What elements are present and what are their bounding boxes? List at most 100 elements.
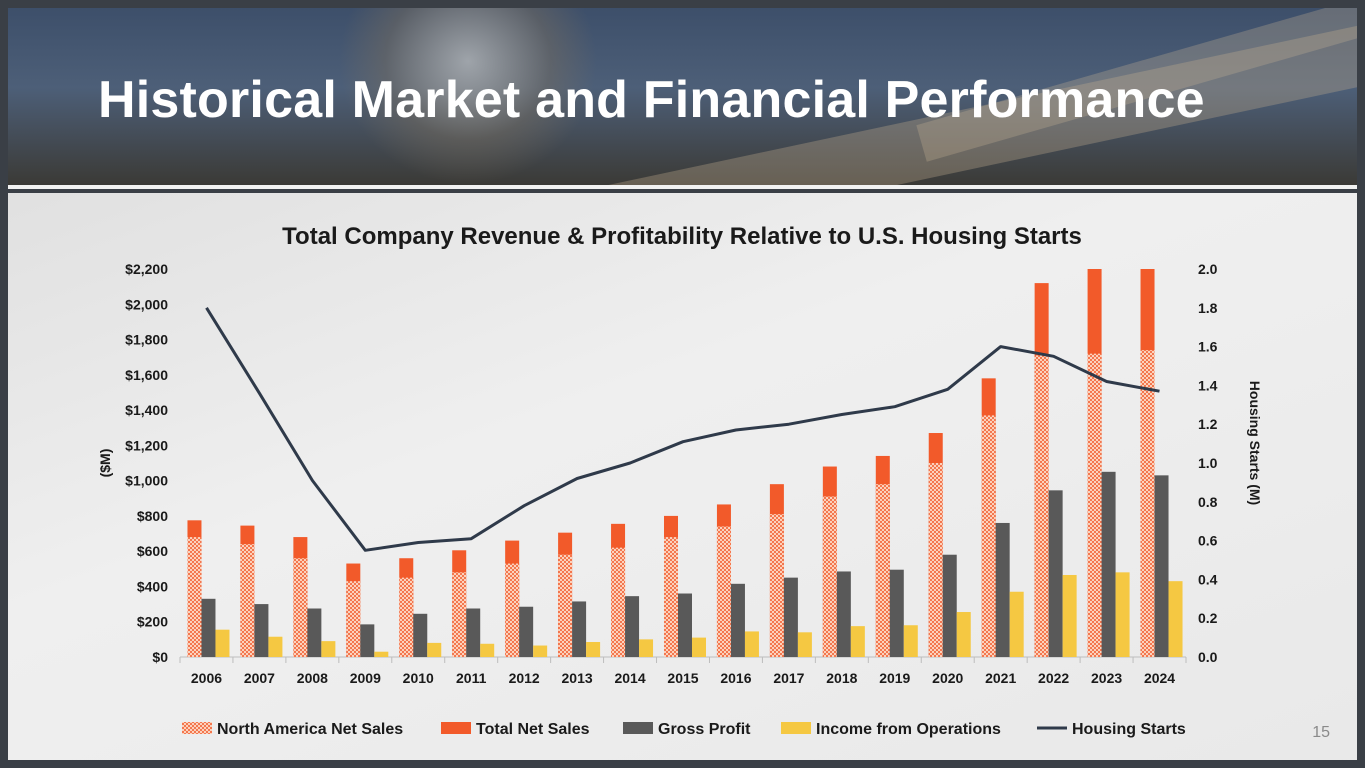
header-background-photo xyxy=(8,8,1357,185)
bar-income-from-operations xyxy=(850,626,865,657)
y2-tick-label: 0.6 xyxy=(1198,533,1218,549)
y-tick-label: $600 xyxy=(137,543,168,559)
bar-gross-profit xyxy=(572,601,587,657)
bar-north-america-net-sales xyxy=(1140,350,1155,657)
bar-income-from-operations xyxy=(956,612,971,657)
y2-tick-label: 1.0 xyxy=(1198,455,1218,471)
bar-north-america-net-sales xyxy=(293,558,308,657)
bar-income-from-operations xyxy=(1062,574,1077,657)
bar-gross-profit xyxy=(783,577,798,657)
combo-chart: Total Company Revenue & Profitability Re… xyxy=(97,223,1263,738)
y2-tick-label: 1.4 xyxy=(1198,377,1218,393)
legend: North America Net Sales Total Net Sales Gr… xyxy=(182,721,1186,738)
y2-tick-label: 0.2 xyxy=(1198,610,1218,626)
bar-gross-profit xyxy=(1101,471,1116,657)
bar-north-america-net-sales xyxy=(664,537,678,657)
x-tick-label: 2021 xyxy=(985,670,1016,686)
x-tick-label: 2013 xyxy=(562,670,593,686)
x-tick-label: 2019 xyxy=(879,670,910,686)
y-tick-label: $2,000 xyxy=(125,296,168,312)
bar-north-america-net-sales xyxy=(716,526,731,657)
housing-starts-line xyxy=(205,307,1160,552)
y-tick-label: $1,000 xyxy=(125,473,168,489)
page-title: Historical Market and Financial Performa… xyxy=(98,71,1205,129)
bar-income-from-operations xyxy=(744,631,759,657)
y2-tick-label: 1.6 xyxy=(1198,339,1218,355)
bar-income-from-operations xyxy=(903,625,918,657)
x-tick-label: 2015 xyxy=(667,670,698,686)
bar-gross-profit xyxy=(678,593,692,657)
y-tick-label: $1,800 xyxy=(125,332,168,348)
x-tick-label: 2020 xyxy=(932,670,963,686)
bar-north-america-net-sales xyxy=(346,581,361,657)
y2-tick-label: 2.0 xyxy=(1198,261,1218,277)
x-tick-label: 2014 xyxy=(614,670,645,686)
legend-swatch xyxy=(781,722,811,734)
bar-income-from-operations xyxy=(268,636,283,657)
page-number: 15 xyxy=(1312,724,1330,741)
legend-label: North America Net Sales xyxy=(217,721,403,738)
bar-gross-profit xyxy=(307,608,322,657)
y2-tick-label: 0.0 xyxy=(1198,649,1218,665)
bar-north-america-net-sales xyxy=(822,496,837,657)
header-separator xyxy=(8,185,1357,189)
bar-income-from-operations xyxy=(692,637,706,657)
x-tick-label: 2022 xyxy=(1038,670,1069,686)
bar-gross-profit xyxy=(413,613,428,657)
bar-gross-profit xyxy=(625,596,640,657)
chart-panel-background xyxy=(8,193,1357,760)
y-tick-label: $800 xyxy=(137,508,168,524)
bar-income-from-operations xyxy=(480,643,495,657)
bar-north-america-net-sales xyxy=(399,577,414,657)
y2-tick-label: 1.8 xyxy=(1198,300,1218,316)
x-tick-label: 2023 xyxy=(1091,670,1122,686)
bar-income-from-operations xyxy=(639,639,654,657)
legend-swatch xyxy=(441,722,471,734)
bar-gross-profit xyxy=(466,608,481,657)
y2-tick-label: 0.8 xyxy=(1198,494,1218,510)
bar-gross-profit xyxy=(942,554,957,657)
y-tick-label: $200 xyxy=(137,614,168,630)
bar-north-america-net-sales xyxy=(1034,355,1049,657)
bar-gross-profit xyxy=(1048,490,1063,657)
legend-label: Gross Profit xyxy=(658,721,751,738)
x-tick-label: 2011 xyxy=(456,670,487,686)
x-tick-label: 2008 xyxy=(297,670,328,686)
bar-gross-profit xyxy=(836,571,851,657)
y2-tick-label: 1.2 xyxy=(1198,416,1218,432)
bar-north-america-net-sales xyxy=(187,537,202,657)
bar-north-america-net-sales xyxy=(769,514,784,657)
chart-panel: Total Company Revenue & Profitability Re… xyxy=(8,193,1357,760)
bar-north-america-net-sales xyxy=(981,415,996,657)
bar-north-america-net-sales xyxy=(928,463,943,657)
bar-gross-profit xyxy=(1154,475,1169,657)
y-tick-label: $1,200 xyxy=(125,437,168,453)
bar-north-america-net-sales xyxy=(1087,353,1102,657)
line-layer xyxy=(205,307,1160,552)
bar-income-from-operations xyxy=(427,642,442,657)
x-tick-label: 2007 xyxy=(244,670,275,686)
x-tick-label: 2016 xyxy=(720,670,751,686)
x-tick-label: 2024 xyxy=(1144,670,1175,686)
bar-income-from-operations xyxy=(797,632,812,657)
bar-income-from-operations xyxy=(1115,572,1130,657)
x-tick-label: 2017 xyxy=(773,670,804,686)
bar-gross-profit xyxy=(360,624,375,657)
x-tick-label: 2012 xyxy=(509,670,540,686)
bar-income-from-operations xyxy=(1168,581,1183,657)
y-tick-label: $400 xyxy=(137,578,168,594)
bar-income-from-operations xyxy=(374,651,389,657)
bars-layer xyxy=(187,269,1183,657)
bar-north-america-net-sales xyxy=(875,484,890,657)
chart-title: Total Company Revenue & Profitability Re… xyxy=(282,223,1082,250)
bar-gross-profit xyxy=(201,598,216,657)
x-tick-label: 2006 xyxy=(191,670,222,686)
x-tick-label: 2018 xyxy=(826,670,857,686)
y-tick-label: $1,400 xyxy=(125,402,168,418)
legend-swatch xyxy=(182,722,212,734)
y-axis-label: ($M) xyxy=(97,449,113,478)
y2-axis-label: Housing Starts (M) xyxy=(1247,381,1263,505)
legend-swatch xyxy=(623,722,653,734)
bar-north-america-net-sales xyxy=(240,544,255,657)
y2-tick-label: 0.4 xyxy=(1198,571,1218,587)
